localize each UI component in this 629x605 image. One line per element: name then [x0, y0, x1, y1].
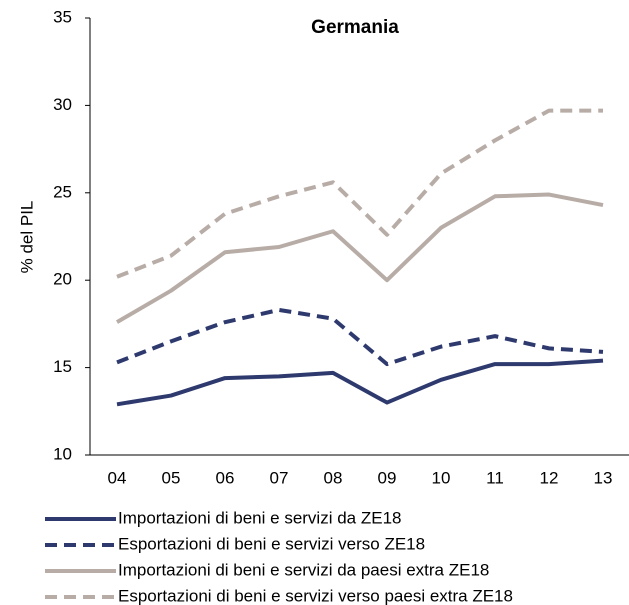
series-line — [116, 307, 604, 367]
series-line — [116, 108, 603, 279]
x-tick-label: 09 — [378, 468, 397, 487]
y-tick-label: 10 — [53, 444, 72, 463]
x-tick-label: 13 — [594, 468, 613, 487]
y-tick-label: 25 — [53, 182, 72, 201]
y-tick-label: 35 — [53, 7, 72, 26]
legend-label: Esportazioni di beni e servizi verso ZE1… — [118, 534, 425, 553]
y-tick-label: 20 — [53, 270, 72, 289]
chart-title: Germania — [311, 17, 399, 38]
x-tick-label: 12 — [540, 468, 559, 487]
y-tick-label: 30 — [53, 95, 72, 114]
y-axis-label: % del PIL — [17, 201, 36, 274]
x-tick-label: 10 — [432, 468, 451, 487]
legend-label: Esportazioni di beni e servizi verso pae… — [118, 586, 513, 605]
x-tick-label: 07 — [270, 468, 289, 487]
legend-label: Importazioni di beni e servizi da paesi … — [118, 560, 489, 579]
x-tick-label: 06 — [216, 468, 235, 487]
x-tick-label: 05 — [162, 468, 181, 487]
x-tick-label: 04 — [108, 468, 127, 487]
series-line — [116, 358, 604, 407]
x-tick-label: 08 — [324, 468, 343, 487]
x-tick-label: 11 — [486, 468, 504, 487]
y-tick-label: 15 — [53, 357, 72, 376]
legend-label: Importazioni di beni e servizi da ZE18 — [118, 508, 401, 527]
series-line — [115, 192, 604, 324]
